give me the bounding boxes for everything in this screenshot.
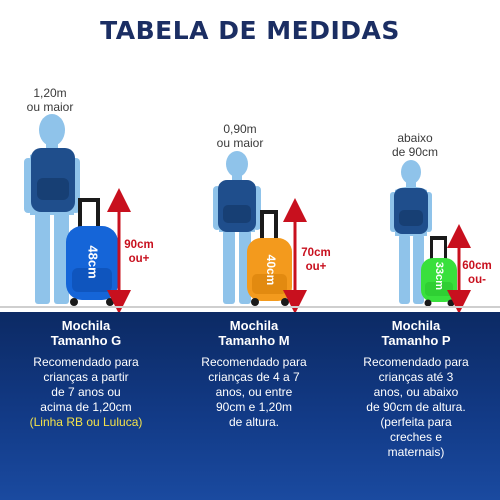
size-name-line2: Tamanho G: [50, 333, 122, 348]
size-name-line1: Mochila: [391, 318, 441, 333]
trolley-backpack-m: [247, 210, 292, 306]
height-line: 0,90m: [223, 122, 257, 136]
desc-line: de altura.: [228, 415, 280, 429]
arrow-label-line: ou-: [468, 274, 486, 286]
child-figure-g: [24, 114, 80, 304]
desc-line: acima de 1,20cm: [40, 400, 132, 414]
size-column-g: Mochila Tamanho G Recomendado para crian…: [6, 318, 166, 430]
size-column-m: Mochila Tamanho M Recomendado para crian…: [174, 318, 334, 430]
desc-line: crianças a partir: [43, 370, 129, 384]
bag-size-label-p: 33cm: [433, 262, 445, 290]
desc-line: de 90cm de altura.: [366, 400, 466, 414]
height-line: 1,20m: [33, 86, 67, 100]
height-line: ou maior: [26, 100, 74, 114]
size-name-line1: Mochila: [229, 318, 279, 333]
desc-line: anos, ou entre: [215, 385, 293, 399]
desc-line: crianças até 3: [378, 370, 454, 384]
arrow-label-line: 70cm: [301, 247, 331, 259]
floor-line: [0, 306, 500, 308]
bag-size-label-m: 40cm: [264, 255, 278, 286]
arrow-label-m: 70cm ou+: [295, 246, 337, 274]
height-line: abaixo: [397, 131, 433, 145]
trolley-backpack-g: [66, 198, 118, 306]
size-description: Recomendado para crianças de 4 a 7 anos,…: [174, 355, 334, 430]
child-height-label-m: 0,90m ou maior: [208, 122, 272, 150]
child-figure-p: [390, 160, 432, 304]
height-line: de 90cm: [391, 145, 439, 159]
desc-line: crianças de 4 a 7: [208, 370, 300, 384]
note-line: creches e: [389, 430, 443, 444]
page-title: TABELA DE MEDIDAS: [100, 16, 400, 45]
arrow-label-p: 60cm ou-: [456, 259, 498, 287]
size-description: Recomendado para crianças a partir de 7 …: [6, 355, 166, 415]
child-height-label-g: 1,20m ou maior: [20, 86, 80, 114]
desc-line: Recomendado para: [363, 355, 469, 369]
size-note: (Linha RB ou Luluca): [29, 415, 143, 429]
arrow-label-line: ou+: [305, 261, 327, 273]
desc-line: 90cm e 1,20m: [215, 400, 293, 414]
bag-size-label-g: 48cm: [86, 245, 101, 278]
arrow-label-line: ou+: [128, 253, 150, 265]
desc-line: Recomendado para: [33, 355, 139, 369]
size-illustration: 48cm 40cm: [24, 114, 471, 314]
arrow-label-line: 60cm: [462, 260, 492, 272]
child-height-label-p: abaixo de 90cm: [380, 131, 450, 159]
size-name-line2: Tamanho P: [381, 333, 451, 348]
size-description: Recomendado para crianças até 3 anos, ou…: [336, 355, 496, 415]
note-line: maternais): [387, 445, 445, 459]
desc-line: anos, ou abaixo: [373, 385, 459, 399]
desc-line: Recomendado para: [201, 355, 307, 369]
size-column-p: Mochila Tamanho P Recomendado para crian…: [336, 318, 496, 460]
info-band: [0, 312, 500, 500]
size-note: (perfeita para creches e maternais): [336, 415, 496, 460]
size-name-line1: Mochila: [61, 318, 111, 333]
arrow-label-line: 90cm: [124, 239, 154, 251]
arrow-label-g: 90cm ou+: [118, 238, 160, 266]
size-name-line2: Tamanho M: [218, 333, 290, 348]
note-line: (perfeita para: [380, 415, 452, 429]
height-line: ou maior: [216, 136, 264, 150]
desc-line: de 7 anos ou: [51, 385, 121, 399]
